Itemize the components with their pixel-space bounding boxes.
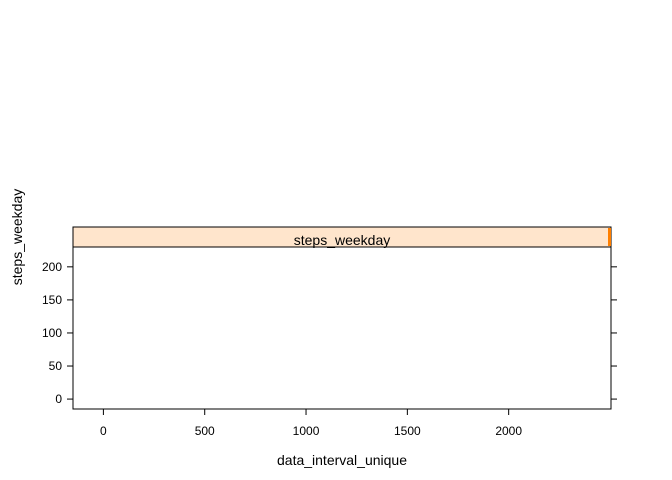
y-tick-label-4: 200 [42, 260, 62, 274]
y-tick-label-1: 50 [49, 359, 63, 373]
x-axis-title: data_interval_unique [277, 452, 407, 468]
y-tick-label-3: 150 [42, 293, 62, 307]
x-tick-label-0: 0 [100, 424, 107, 438]
panel-strip-indicator [608, 228, 611, 246]
x-tick-label-1: 500 [195, 424, 215, 438]
y-tick-label-2: 100 [42, 326, 62, 340]
x-axis: 0 500 1000 1500 2000 [100, 409, 522, 438]
x-tick-label-3: 1500 [394, 424, 421, 438]
plot-area [72, 246, 612, 410]
panel-strip-label: steps_weekday [294, 232, 391, 248]
x-tick-label-4: 2000 [495, 424, 522, 438]
y-tick-label-0: 0 [55, 392, 62, 406]
y-axis-title: steps_weekday [9, 189, 25, 286]
x-tick-label-2: 1000 [293, 424, 320, 438]
y-axis: 0 50 100 150 200 [42, 260, 617, 406]
